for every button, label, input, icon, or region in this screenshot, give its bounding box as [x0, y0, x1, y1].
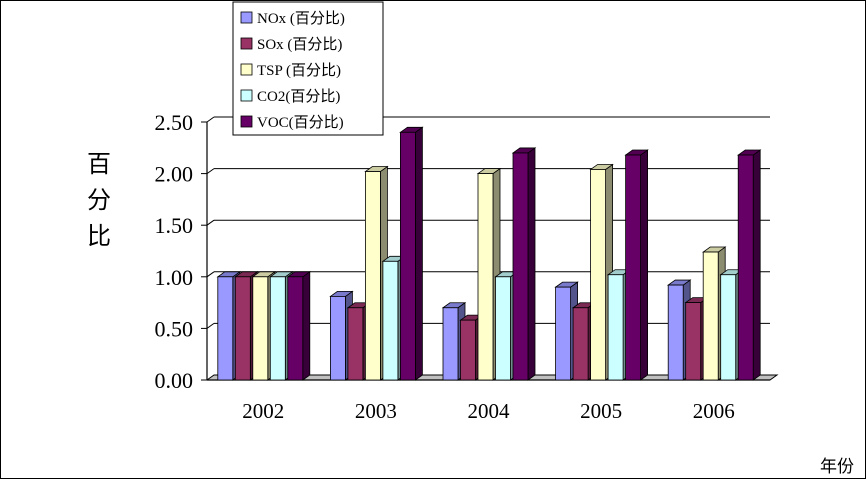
grid-line-diagonal [206, 168, 215, 175]
y-tick-label: 0.50 [155, 316, 194, 341]
legend-swatch [240, 37, 253, 50]
legend-swatch [240, 89, 253, 102]
legend-swatch [240, 11, 253, 24]
legend-label: CO2(百分比) [257, 88, 340, 105]
legend-label: NOx (百分比) [257, 10, 345, 27]
grid-line-diagonal [206, 219, 215, 226]
bar [399, 126, 424, 381]
bar [511, 147, 537, 381]
legend-box [232, 1, 384, 136]
bar-side [752, 149, 761, 381]
y-axis-label-char: 百 [87, 152, 111, 178]
y-tick-label: 1.50 [155, 213, 194, 238]
bar-front [347, 307, 364, 381]
bar-front [399, 131, 416, 381]
x-tick-label: 2002 [242, 399, 284, 423]
bar-front [495, 276, 511, 381]
x-tick-label: 2005 [580, 399, 622, 423]
y-tick-label: 1.00 [155, 265, 194, 290]
bar-front [702, 251, 719, 381]
x-tick-label: 2004 [468, 399, 511, 423]
grid-line-diagonal [206, 116, 215, 123]
bar [286, 271, 312, 381]
bar-side [414, 126, 423, 381]
legend-swatch [240, 115, 253, 128]
bar-side [640, 149, 648, 381]
legend-swatch [240, 63, 253, 76]
y-axis-label-char: 分 [87, 187, 111, 214]
bar-front [667, 284, 684, 381]
bars [216, 126, 762, 381]
grid-line-diagonal [206, 322, 215, 329]
x-tick-label: 2003 [355, 399, 397, 423]
y-axis-label: 百分比 [87, 152, 111, 250]
bar-front [685, 302, 702, 381]
x-category-labels: 2002 2003 2004 2005 2006 [242, 399, 734, 423]
y-tick-labels: 0.00 0.50 1.00 1.50 2.00 2.50 [155, 110, 194, 393]
bar-front [572, 307, 589, 381]
legend-label: SOx (百分比) [257, 36, 342, 53]
bar-front [477, 173, 494, 381]
bar [624, 149, 649, 381]
bar-front [234, 276, 251, 381]
x-tick-label: 2006 [693, 399, 735, 423]
y-tick-label: 2.50 [155, 110, 194, 135]
bar-front [512, 152, 529, 381]
bar-front [269, 276, 286, 381]
bar-front [382, 260, 399, 381]
bar [736, 149, 762, 381]
legend-label: TSP (百分比) [257, 62, 341, 79]
grid-line-diagonal [206, 271, 215, 278]
bar-front [287, 276, 304, 381]
bar-front [364, 171, 381, 381]
bar-front [217, 276, 234, 381]
bar-front [555, 286, 571, 381]
bar-front [460, 319, 476, 381]
bar-side [527, 147, 536, 381]
bar-front [607, 274, 624, 381]
y-axis-label-char: 比 [87, 223, 111, 250]
bar-front [329, 296, 346, 381]
legend-label: VOC(百分比) [257, 114, 344, 131]
bar-side [302, 271, 311, 381]
bar-front [590, 169, 606, 381]
bar-front [442, 307, 459, 381]
y-tick-label: 2.00 [155, 162, 194, 187]
x-axis-label: 年份 [820, 457, 854, 476]
bar-front [252, 276, 269, 381]
bar-front [737, 154, 754, 381]
bar-front [625, 154, 641, 381]
legend: NOx (百分比) SOx (百分比) TSP (百分比) CO2(百分比) VOC(百… [232, 1, 384, 136]
y-tick-label: 0.00 [155, 368, 194, 393]
bar-front [720, 274, 737, 381]
